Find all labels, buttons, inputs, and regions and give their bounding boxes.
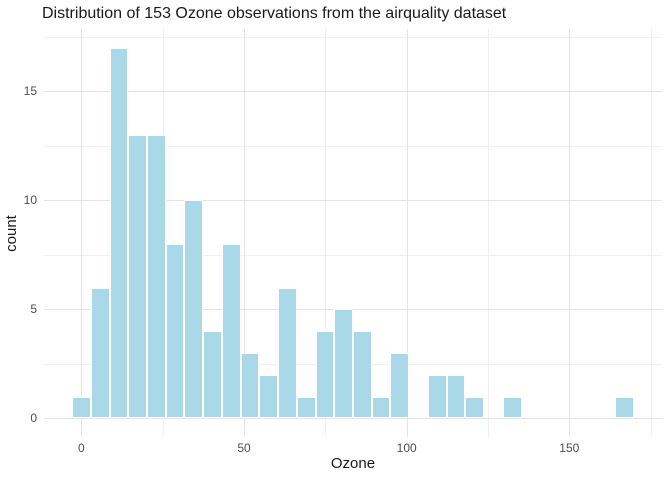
histogram-bar xyxy=(502,396,522,419)
histogram-bar xyxy=(259,374,279,419)
x-axis-title: Ozone xyxy=(330,455,376,472)
y-tick-label: 10 xyxy=(23,193,37,208)
histogram-bar xyxy=(427,374,447,419)
histogram-bar xyxy=(165,243,185,419)
y-minor-gridline xyxy=(44,145,662,147)
histogram-bar xyxy=(146,134,166,419)
y-tick-label: 15 xyxy=(23,84,37,99)
histogram-bar xyxy=(221,243,241,419)
x-tick-label: 50 xyxy=(237,441,251,455)
y-major-gridline xyxy=(44,91,662,93)
y-minor-gridline xyxy=(44,254,662,256)
histogram-bar xyxy=(615,396,634,419)
chart-title: Distribution of 153 Ozone observations f… xyxy=(42,5,507,22)
y-major-gridline xyxy=(44,200,662,202)
histogram-bar xyxy=(184,200,204,419)
x-tick-label: 150 xyxy=(559,441,580,455)
x-tick-label: 0 xyxy=(78,441,85,455)
y-minor-gridline xyxy=(44,36,662,38)
histogram-bar xyxy=(353,331,372,419)
x-minor-gridline xyxy=(650,29,652,437)
x-tick-label: 100 xyxy=(396,441,417,455)
histogram-bar xyxy=(203,331,222,419)
histogram-bar xyxy=(296,396,316,419)
y-major-gridline xyxy=(44,309,662,311)
histogram-bar xyxy=(240,353,260,419)
x-major-gridline xyxy=(244,29,246,437)
histogram-bar xyxy=(90,287,110,419)
histogram-bar xyxy=(128,134,147,419)
y-tick-label: 5 xyxy=(30,302,37,317)
histogram-bar xyxy=(371,396,391,419)
x-major-gridline xyxy=(81,29,83,437)
histogram-bar xyxy=(278,287,297,419)
x-major-gridline xyxy=(569,29,571,437)
y-axis-title-text: count xyxy=(2,214,20,252)
x-major-gridline xyxy=(406,29,408,437)
y-tick-label: 0 xyxy=(30,411,37,426)
histogram-bar xyxy=(109,47,129,419)
x-minor-gridline xyxy=(487,29,489,437)
histogram-bar xyxy=(315,331,335,419)
histogram-bar xyxy=(390,353,410,419)
y-major-gridline xyxy=(44,418,662,420)
x-minor-gridline xyxy=(325,29,327,437)
histogram-bar xyxy=(465,396,485,419)
histogram-bar xyxy=(72,396,91,419)
histogram-bar xyxy=(334,309,353,419)
histogram-bar xyxy=(446,374,466,419)
